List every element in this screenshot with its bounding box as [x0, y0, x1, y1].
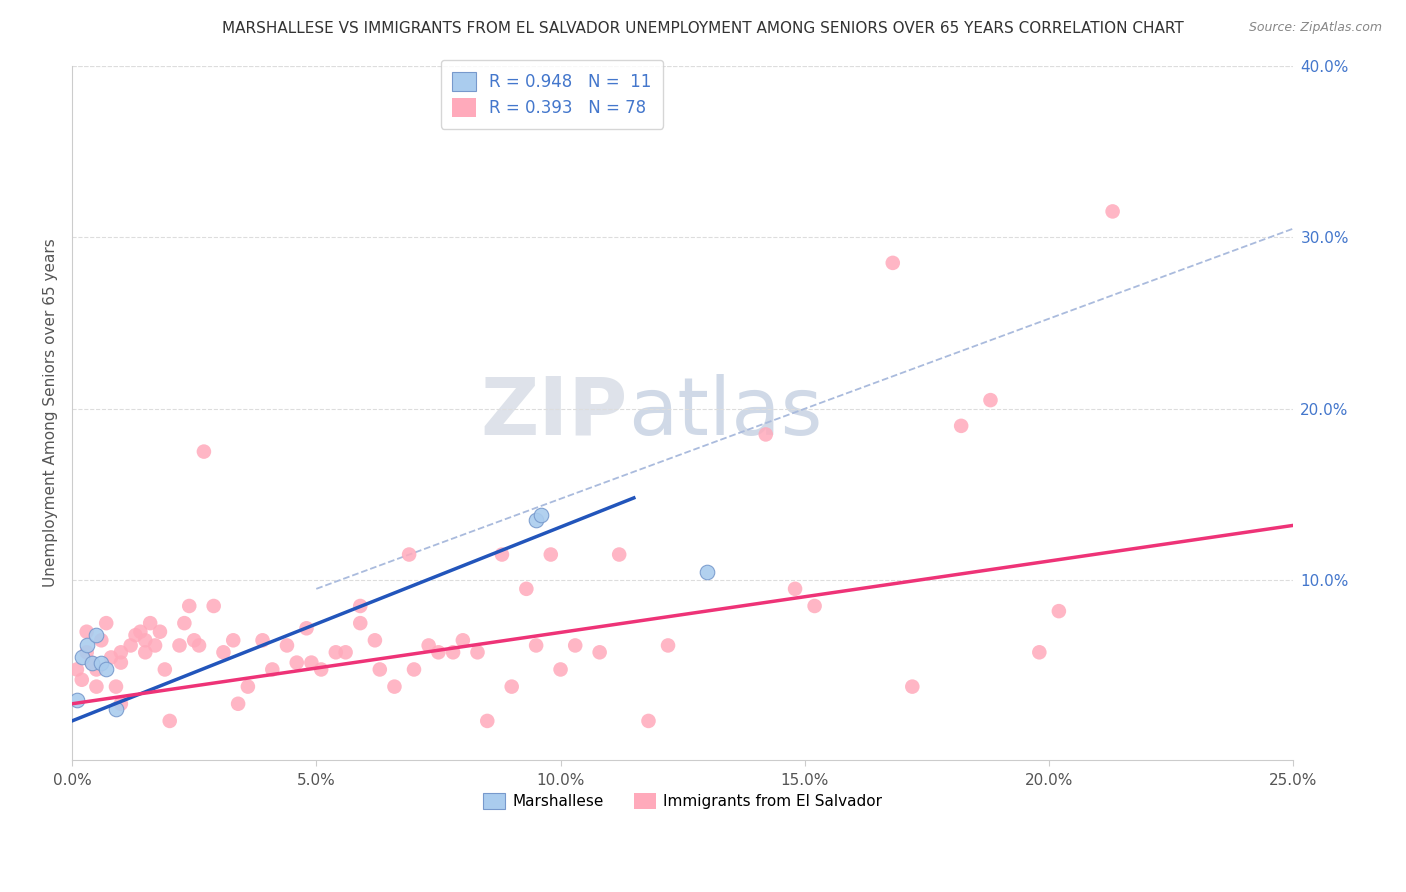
Point — [76, 639, 98, 653]
Point — [1047, 604, 1070, 618]
Point — [467, 645, 489, 659]
Point — [149, 624, 172, 639]
Point — [222, 633, 245, 648]
Point — [193, 444, 215, 458]
Point — [86, 663, 108, 677]
Text: ZIP: ZIP — [481, 374, 627, 452]
Point — [491, 548, 513, 562]
Point — [335, 645, 357, 659]
Point — [950, 418, 973, 433]
Point — [418, 639, 440, 653]
Point — [179, 599, 201, 613]
Point — [188, 639, 211, 653]
Point — [236, 680, 259, 694]
Point — [364, 633, 387, 648]
Point — [110, 656, 132, 670]
Point — [139, 616, 162, 631]
Point — [70, 650, 93, 665]
Point — [104, 702, 127, 716]
Point — [901, 680, 924, 694]
Point — [173, 616, 195, 631]
Point — [1101, 204, 1123, 219]
Point — [80, 656, 103, 670]
Point — [153, 663, 176, 677]
Point — [309, 663, 332, 677]
Point — [86, 628, 108, 642]
Y-axis label: Unemployment Among Seniors over 65 years: Unemployment Among Seniors over 65 years — [44, 239, 58, 587]
Point — [110, 645, 132, 659]
Point — [70, 673, 93, 687]
Text: atlas: atlas — [627, 374, 823, 452]
Point — [451, 633, 474, 648]
Point — [96, 663, 118, 677]
Point — [755, 427, 778, 442]
Point — [564, 639, 586, 653]
Point — [1028, 645, 1050, 659]
Point — [524, 639, 547, 653]
Point — [325, 645, 347, 659]
Point — [120, 639, 142, 653]
Point — [143, 639, 166, 653]
Point — [90, 633, 112, 648]
Point — [368, 663, 391, 677]
Point — [696, 565, 718, 579]
Point — [252, 633, 274, 648]
Point — [607, 548, 630, 562]
Point — [276, 639, 298, 653]
Point — [637, 714, 659, 728]
Point — [550, 663, 572, 677]
Point — [402, 663, 425, 677]
Point — [66, 663, 89, 677]
Point — [515, 582, 537, 596]
Point — [262, 663, 284, 677]
Point — [183, 633, 205, 648]
Point — [384, 680, 406, 694]
Text: MARSHALLESE VS IMMIGRANTS FROM EL SALVADOR UNEMPLOYMENT AMONG SENIORS OVER 65 YE: MARSHALLESE VS IMMIGRANTS FROM EL SALVAD… — [222, 21, 1184, 36]
Point — [80, 656, 103, 670]
Point — [477, 714, 499, 728]
Point — [100, 650, 122, 665]
Legend: Marshallese, Immigrants from El Salvador: Marshallese, Immigrants from El Salvador — [477, 787, 889, 815]
Point — [110, 697, 132, 711]
Point — [124, 628, 146, 642]
Point — [129, 624, 152, 639]
Point — [540, 548, 562, 562]
Point — [212, 645, 235, 659]
Point — [86, 680, 108, 694]
Point — [299, 656, 322, 670]
Text: Source: ZipAtlas.com: Source: ZipAtlas.com — [1249, 21, 1382, 34]
Point — [169, 639, 191, 653]
Point — [226, 697, 249, 711]
Point — [104, 680, 127, 694]
Point — [427, 645, 450, 659]
Point — [882, 256, 904, 270]
Point — [530, 508, 553, 522]
Point — [76, 645, 98, 659]
Point — [66, 693, 89, 707]
Point — [803, 599, 825, 613]
Point — [588, 645, 610, 659]
Point — [159, 714, 181, 728]
Point — [501, 680, 523, 694]
Point — [295, 621, 318, 635]
Point — [349, 599, 371, 613]
Point — [285, 656, 308, 670]
Point — [90, 656, 112, 670]
Point — [134, 633, 156, 648]
Point — [524, 513, 547, 527]
Point — [349, 616, 371, 631]
Point — [202, 599, 225, 613]
Point — [441, 645, 464, 659]
Point — [783, 582, 806, 596]
Point — [398, 548, 420, 562]
Point — [76, 624, 98, 639]
Point — [979, 393, 1001, 408]
Point — [657, 639, 679, 653]
Point — [134, 645, 156, 659]
Point — [96, 616, 118, 631]
